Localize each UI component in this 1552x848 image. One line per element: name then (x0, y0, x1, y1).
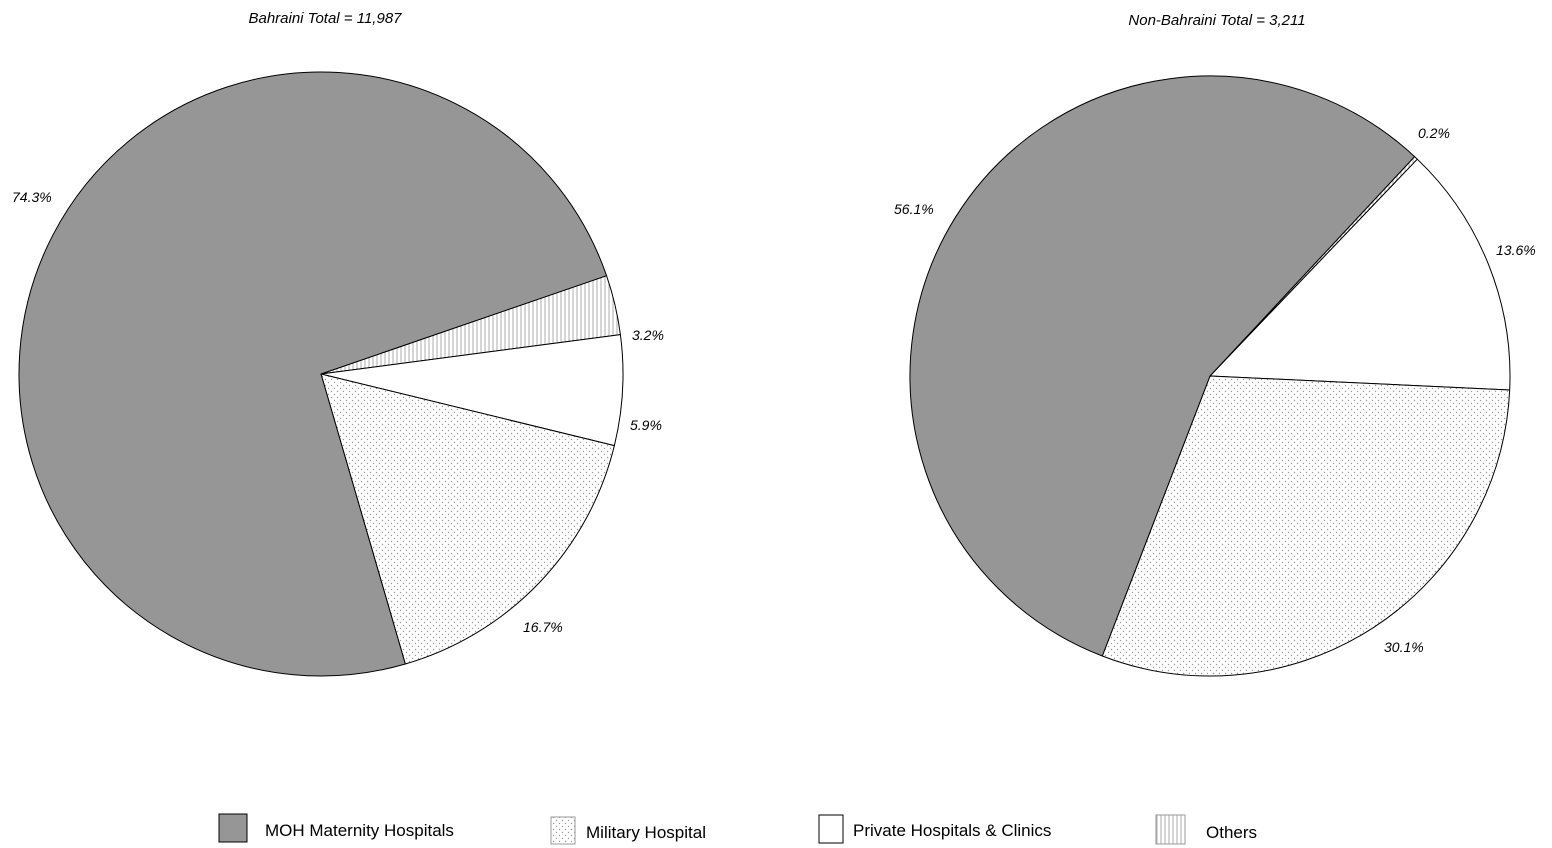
slice-label-bahraini-military: 16.7% (523, 619, 563, 635)
slice-label-bahraini-others: 3.2% (632, 327, 664, 343)
legend-label-private: Private Hospitals & Clinics (853, 821, 1051, 840)
slice-non-bahraini-moh (909, 75, 1416, 657)
chart-title-bahraini: Bahraini Total = 11,987 (248, 10, 402, 27)
legend: MOH Maternity Hospitals Military Hospita… (218, 813, 1257, 845)
pie-chart-bahraini: Bahraini Total = 11,987 74.3% 16.7% 5.9%… (12, 10, 664, 677)
slice-label-non-bahraini-others: 0.2% (1418, 125, 1450, 141)
legend-item-others: Others (1155, 814, 1257, 845)
legend-swatch-private (818, 814, 844, 844)
slice-bahraini-military (320, 373, 615, 665)
slice-label-bahraini-moh: 74.3% (12, 189, 52, 205)
pie-chart-non-bahraini: Non-Bahraini Total = 3,211 56.1% 30.1% 1… (894, 12, 1536, 677)
slice-bahraini-moh (18, 71, 608, 677)
slice-non-bahraini-private (1209, 158, 1511, 391)
legend-label-military: Military Hospital (586, 823, 706, 842)
legend-swatch-moh (218, 813, 248, 843)
slices-bahraini (18, 71, 624, 677)
legend-item-private: Private Hospitals & Clinics (818, 814, 1051, 844)
slice-label-non-bahraini-moh: 56.1% (894, 201, 934, 217)
legend-item-military: Military Hospital (550, 816, 706, 845)
slices-non-bahraini (909, 75, 1511, 677)
slice-label-non-bahraini-military: 30.1% (1384, 639, 1424, 655)
slice-label-non-bahraini-private: 13.6% (1496, 242, 1536, 258)
chart-title-non-bahraini: Non-Bahraini Total = 3,211 (1128, 12, 1305, 29)
legend-swatch-military (550, 816, 576, 845)
slice-label-bahraini-private: 5.9% (630, 417, 662, 433)
legend-swatch-others (1155, 814, 1186, 845)
legend-item-moh: MOH Maternity Hospitals (218, 813, 454, 843)
legend-label-moh: MOH Maternity Hospitals (265, 821, 454, 840)
slice-non-bahraini-military (1101, 375, 1511, 677)
legend-label-others: Others (1206, 823, 1257, 842)
